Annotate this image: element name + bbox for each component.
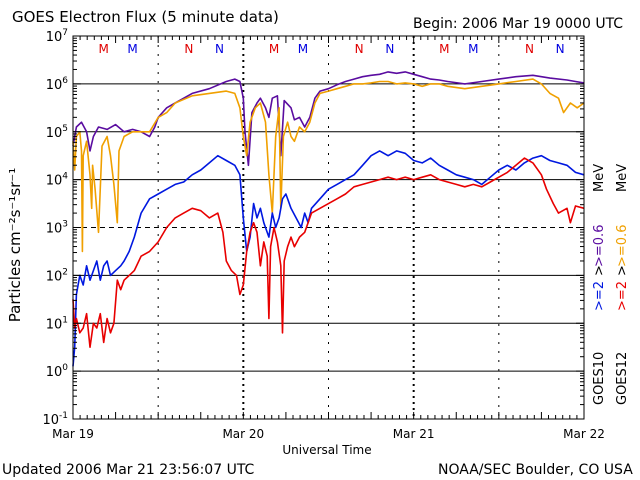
legend: GOES10 GOES12 >=2 > >=0.6 MeV >=2 > >=0.…: [592, 164, 630, 405]
legend-sep-2: >: [615, 265, 630, 276]
local-time-marker-4: M: [269, 42, 279, 56]
local-time-marker-7: N: [385, 42, 394, 56]
legend-g10-low: >=0.6: [592, 225, 607, 267]
local-time-marker-1: M: [127, 42, 137, 56]
local-time-marker-0: M: [98, 42, 108, 56]
plot-area: [72, 35, 585, 420]
chart-title: GOES Electron Flux (5 minute data): [12, 8, 279, 26]
y-tick-label-4: 103: [46, 220, 68, 237]
credit-text: NOAA/SEC Boulder, CO USA: [438, 462, 633, 478]
y-tick-label-3: 102: [46, 267, 68, 284]
x-tick-label-3: Mar 22: [563, 427, 605, 441]
y-axis-label: Particles cm⁻²s⁻¹sr⁻¹: [6, 168, 24, 322]
local-time-marker-3: N: [215, 42, 224, 56]
local-time-marker-9: M: [468, 42, 478, 56]
y-tick-label-1: 100: [46, 363, 69, 380]
local-time-marker-8: M: [439, 42, 449, 56]
y-tick-label-0: 10-1: [42, 411, 68, 428]
local-time-marker-6: N: [355, 42, 364, 56]
local-time-marker-5: M: [298, 42, 308, 56]
x-axis-label: Universal Time: [282, 443, 371, 457]
y-tick-label-8: 107: [46, 28, 68, 45]
local-time-marker-10: N: [525, 42, 534, 56]
legend-g10-high: >=2: [592, 281, 607, 311]
x-tick-label-1: Mar 20: [222, 427, 264, 441]
series-line-2: [72, 150, 585, 367]
legend-sep-1: >: [592, 265, 607, 276]
local-time-marker-11: N: [556, 42, 565, 56]
y-tick-label-7: 106: [46, 76, 69, 93]
series-line-3: [72, 157, 585, 349]
legend-unit-1: MeV: [592, 164, 607, 192]
legend-goes10: GOES10: [592, 352, 607, 405]
y-tick-label-2: 101: [46, 315, 68, 332]
legend-unit-2: MeV: [615, 164, 630, 192]
updated-timestamp: Updated 2006 Mar 21 23:56:07 UTC: [2, 462, 255, 478]
series-line-1: [72, 78, 585, 253]
legend-g12-low: >=0.6: [615, 225, 630, 267]
y-tick-label-6: 105: [46, 124, 68, 141]
begin-date: Begin: 2006 Mar 19 0000 UTC: [413, 16, 623, 32]
y-axis-title: Particles cm⁻²s⁻¹sr⁻¹: [6, 168, 24, 322]
x-tick-label-2: Mar 21: [393, 427, 435, 441]
y-tick-label-5: 104: [46, 172, 69, 189]
legend-goes12: GOES12: [615, 352, 630, 405]
x-tick-label-0: Mar 19: [52, 427, 94, 441]
local-time-marker-2: N: [184, 42, 193, 56]
legend-g12-high: >=2: [615, 281, 630, 311]
